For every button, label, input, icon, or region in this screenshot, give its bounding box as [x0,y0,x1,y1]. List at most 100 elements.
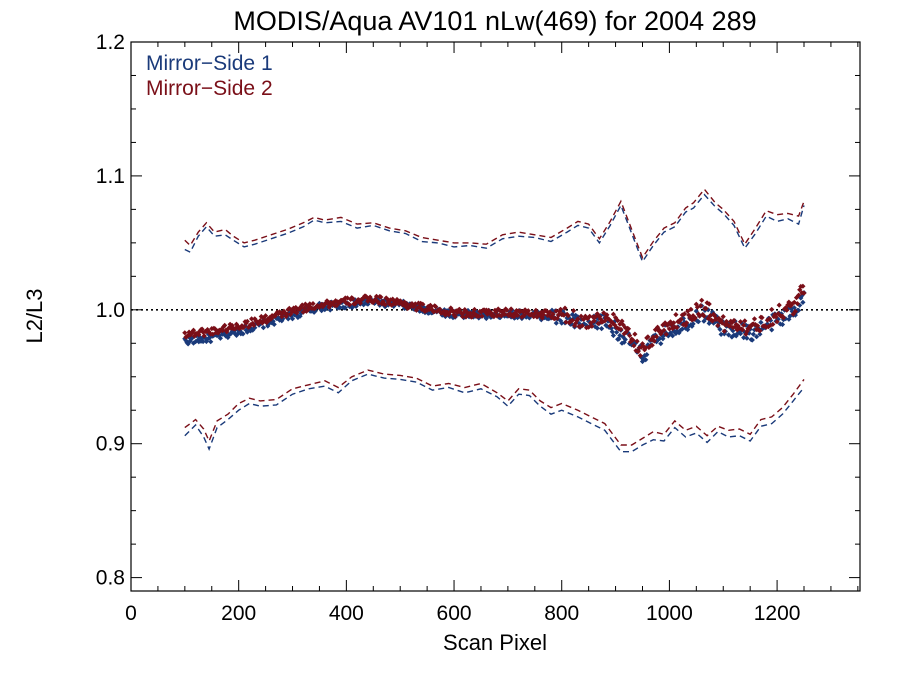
data-point [498,313,504,319]
data-point [776,302,782,308]
data-point [670,325,676,331]
data-point [701,318,707,324]
data-point [307,301,313,307]
data-point [742,318,748,324]
data-point [561,312,567,318]
data-point [619,318,625,324]
data-point [378,294,384,300]
data-point [765,324,772,330]
data-point [591,318,597,324]
data-point [736,329,742,335]
data-point [689,317,695,323]
data-point [326,304,332,310]
data-point [411,306,417,312]
data-point [204,327,211,333]
data-point [609,320,615,326]
data-point [208,339,214,345]
data-point [343,300,349,306]
data-point [241,324,247,330]
data-point [302,301,308,307]
data-point [728,325,734,331]
data-point [631,343,637,349]
data-point [246,324,252,330]
data-point [537,312,543,318]
data-point [757,328,763,334]
data-point [414,305,420,311]
data-point [680,315,686,321]
data-point [685,327,691,333]
data-point [604,312,610,318]
data-point [606,324,612,330]
data-point [249,316,255,322]
data-point [376,300,382,306]
data-point [454,309,460,315]
data-point [348,296,354,302]
y-tick-label: 1.1 [96,165,125,188]
data-point [593,313,599,319]
data-point [342,305,348,311]
y-tick-label: 1.2 [96,31,125,54]
data-point [418,300,424,306]
data-point [205,328,212,334]
data-point [705,315,711,321]
data-point [741,335,747,341]
x-tick-label: 0 [125,602,137,625]
data-point [368,297,374,303]
data-point [749,337,755,343]
data-point [232,326,239,332]
data-point [412,301,418,307]
data-point [587,313,593,319]
data-point [641,343,647,350]
data-point [393,301,399,307]
data-point [574,318,580,324]
data-point [544,308,550,314]
axes: 0 200 400 600 800 1000 1200 0.8 0.9 1.0 1.1 1.2 [96,31,861,625]
data-point [286,305,292,311]
data-point [191,333,198,339]
data-point [558,318,564,324]
data-point [522,307,528,313]
data-point [635,348,641,355]
data-point [759,315,765,321]
data-point [632,331,638,337]
data-point [507,310,513,316]
data-point [233,332,240,338]
data-point [595,320,601,327]
data-point [686,312,692,318]
data-point [375,298,381,304]
data-point [448,313,454,319]
data-point [328,302,334,308]
data-point [620,334,626,340]
data-point [501,308,507,314]
data-point [728,318,734,324]
data-point [291,305,297,311]
data-point [214,328,220,334]
data-point [602,318,608,324]
data-point [610,311,616,317]
data-point [614,324,620,331]
data-point [752,322,759,328]
data-point [532,310,538,316]
data-point [653,334,660,340]
data-point [573,320,579,326]
data-point [488,309,494,315]
data-point [764,317,770,323]
data-point [690,321,696,327]
data-point [718,331,724,337]
data-point [420,301,426,307]
data-point [633,348,639,354]
data-point [643,345,649,351]
data-point [199,326,205,332]
data-point [188,331,194,337]
data-point [622,336,628,343]
plot-frame [130,41,861,592]
data-point [460,314,466,320]
data-point [538,317,544,323]
data-point [786,299,792,305]
data-point [642,347,648,353]
data-point [287,311,293,317]
data-point [770,321,776,327]
data-point [801,290,807,296]
data-point [301,305,307,311]
